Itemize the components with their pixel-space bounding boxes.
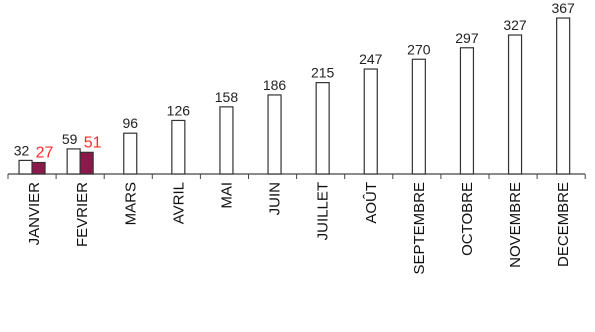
category-label-fevrier: FEVRIER bbox=[74, 182, 91, 247]
category-label-novembre: NOVEMBRE bbox=[507, 182, 524, 268]
data-label-août-s0: 247 bbox=[359, 51, 383, 67]
bar-fevrier-s0 bbox=[66, 148, 81, 175]
category-labels: JANVIER FEVRIER MARS AVRIL MAI JUIN JUILLET AOÛ… bbox=[26, 182, 572, 275]
bars bbox=[18, 17, 571, 175]
data-label-janvier-s0: 32 bbox=[14, 142, 30, 158]
bar-janvier-s1 bbox=[31, 161, 46, 175]
bar-novembre-s0 bbox=[507, 34, 523, 175]
data-label-fevrier-s1: 51 bbox=[84, 134, 102, 151]
category-label-octobre: OCTOBRE bbox=[459, 182, 476, 256]
category-label-septembre: SEPTEMBRE bbox=[411, 182, 428, 275]
data-label-mars-s0: 96 bbox=[122, 115, 138, 131]
category-label-juillet: JUILLET bbox=[315, 182, 332, 240]
bar-septembre-s0 bbox=[411, 58, 426, 175]
category-label-janvier: JANVIER bbox=[26, 182, 43, 246]
bar-avril-s0 bbox=[171, 119, 186, 175]
category-label-mai: MAI bbox=[218, 182, 235, 209]
bar-mai-s0 bbox=[219, 106, 234, 175]
data-label-mai-s0: 158 bbox=[215, 89, 239, 105]
x-axis-ticks bbox=[7, 174, 586, 179]
bar-janvier-s0 bbox=[18, 159, 33, 175]
data-label-decembre-s0: 367 bbox=[551, 0, 575, 16]
data-label-fevrier-s0: 59 bbox=[62, 131, 78, 147]
bar-fevrier-s1 bbox=[79, 151, 94, 175]
category-label-juin: JUIN bbox=[267, 182, 284, 215]
data-labels: 32 27 59 51 96 126 158 186 215 247 270 297 327 367 bbox=[14, 0, 575, 162]
bar-juin-s0 bbox=[267, 94, 282, 175]
category-label-avril: AVRIL bbox=[170, 182, 187, 224]
data-label-octobre-s0: 297 bbox=[455, 30, 479, 46]
data-label-juillet-s0: 215 bbox=[311, 65, 335, 81]
bar-juillet-s0 bbox=[315, 82, 330, 175]
data-label-septembre-s0: 270 bbox=[407, 41, 431, 57]
data-label-juin-s0: 186 bbox=[263, 77, 287, 93]
bar-mars-s0 bbox=[123, 132, 138, 175]
category-label-decembre: DECEMBRE bbox=[555, 182, 572, 267]
bar-août-s0 bbox=[363, 68, 378, 175]
bar-decembre-s0 bbox=[556, 17, 571, 175]
data-label-janvier-s1: 27 bbox=[36, 145, 54, 162]
category-label-mars: MARS bbox=[122, 182, 139, 225]
data-label-novembre-s0: 327 bbox=[503, 17, 527, 33]
bar-octobre-s0 bbox=[459, 47, 475, 175]
data-label-avril-s0: 126 bbox=[167, 102, 191, 118]
category-label-août: AOÛT bbox=[363, 182, 380, 224]
